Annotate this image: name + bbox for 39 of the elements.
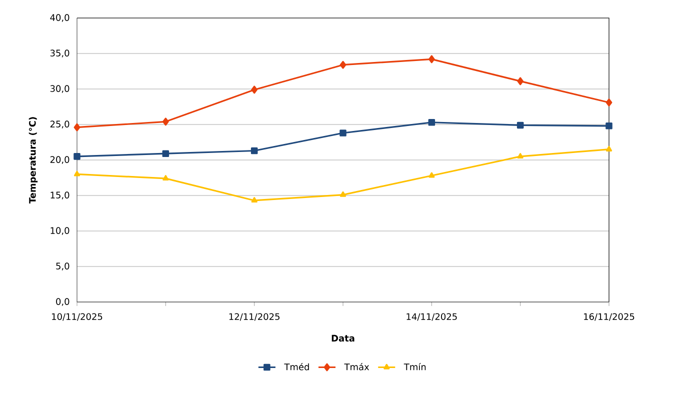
point	[606, 146, 612, 152]
x-tick-label: 12/11/2025	[229, 313, 280, 321]
point	[428, 118, 436, 126]
point	[250, 147, 258, 154]
point	[340, 191, 346, 197]
point	[74, 153, 80, 160]
y-tick-label: 5,0	[56, 262, 70, 270]
point	[340, 60, 346, 69]
y-tick-label: 0,0	[56, 298, 70, 306]
point	[162, 118, 169, 126]
x-tick-label: 14/11/2025	[406, 313, 457, 321]
point	[516, 122, 524, 129]
point	[517, 77, 524, 86]
y-tick-label: 35,0	[50, 50, 70, 58]
point	[428, 55, 435, 64]
point	[251, 86, 258, 94]
y-tick-label: 20,0	[50, 156, 70, 164]
y-axis-title: Temperatura (°C)	[28, 117, 38, 204]
point	[251, 197, 258, 203]
legend-label: Tmín	[404, 362, 426, 370]
point	[517, 153, 524, 159]
y-tick-label: 25,0	[50, 120, 70, 128]
y-tick-label: 15,0	[50, 192, 70, 200]
point	[74, 123, 80, 132]
point	[162, 150, 170, 157]
point	[340, 130, 346, 136]
y-tick-label: 40,0	[50, 14, 70, 22]
x-tick-label: 10/11/2025	[52, 313, 102, 321]
point	[606, 122, 612, 130]
legend-label: Tmáx	[344, 362, 370, 370]
point	[606, 98, 612, 106]
point	[74, 170, 80, 176]
y-tick-label: 30,0	[50, 85, 70, 93]
y-tick-label: 10,0	[50, 227, 70, 235]
point	[162, 175, 169, 181]
legend-label: Tméd	[284, 362, 309, 370]
point	[428, 172, 435, 178]
x-axis-title: Data	[332, 334, 354, 342]
x-tick-label: 16/11/2025	[584, 313, 634, 321]
